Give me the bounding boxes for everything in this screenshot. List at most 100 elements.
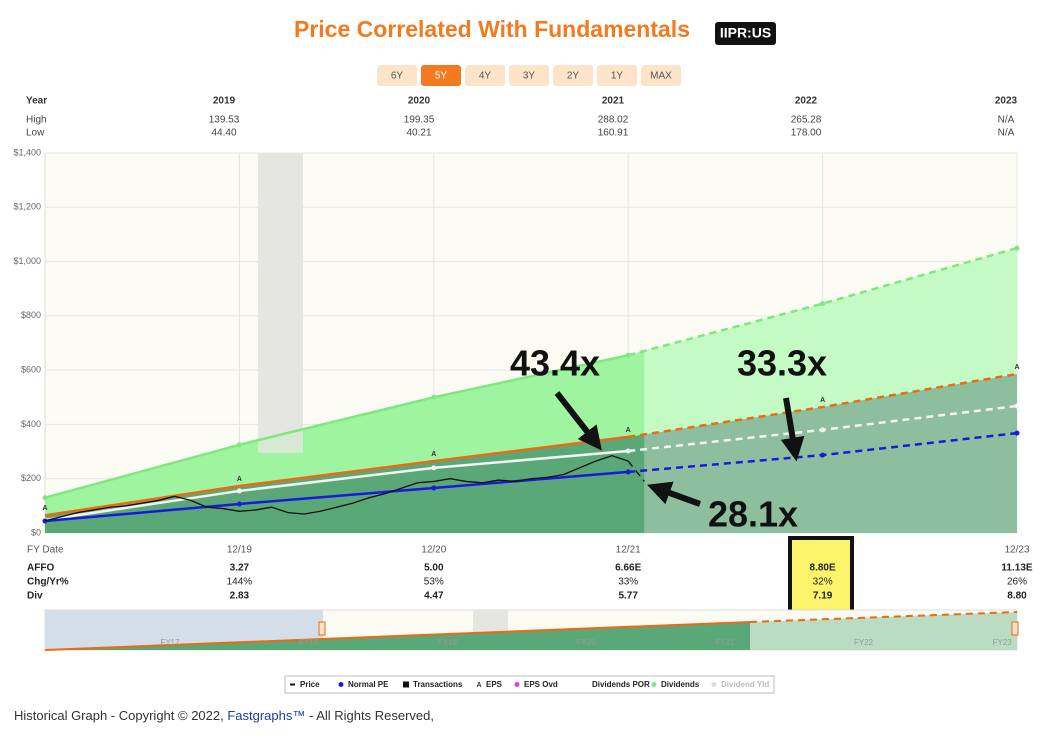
legend-symbol [711,682,717,687]
year-cell: 199.35 [404,115,435,126]
series-line [44,435,629,517]
highlight-box [788,536,854,619]
fund-cell: 32% [813,577,833,588]
series-line [44,454,629,522]
range-button[interactable]: 1Y [597,65,637,86]
footer-prefix: Historical Graph - Copyright © 2022, [14,708,227,723]
series-point [820,452,826,458]
y-tick-label: $600 [21,365,41,375]
series-point [625,352,631,358]
y-tick-label: $800 [21,310,41,320]
x-tick-label: 12/23 [1004,545,1029,556]
navigator-label: FY22 [854,638,874,647]
fund-cell: 5.00 [424,563,444,574]
x-tick-label: 12/20 [421,545,446,556]
series-point [1014,403,1020,409]
year-cell: 265.28 [791,115,822,126]
year-header: Year [26,96,47,107]
range-button-bg[interactable] [553,65,593,86]
fund-cell: 53% [424,577,444,588]
navigator-line [749,611,1018,623]
year-cell: Low [26,128,45,139]
series-point [625,469,631,475]
range-button-label[interactable]: 5Y [435,71,448,82]
range-button[interactable]: 4Y [465,65,505,86]
annotation-arrow [646,481,702,507]
navigator-area [750,612,1017,650]
range-button-bg[interactable] [377,65,417,86]
y-tick-label: $400 [21,419,41,429]
footer-suffix: - All Rights Reserved, [305,708,434,723]
fund-cell: 5.77 [618,591,638,602]
navigator-label: FY17 [160,638,180,647]
fund-cell: 144% [227,577,253,588]
y-tick-label: $1,000 [13,256,41,266]
series-point [820,301,826,307]
navigator-label: FY18 [299,638,319,647]
annotation: 43.4x [510,343,600,384]
series-point [625,448,631,454]
legend-symbol [338,682,344,687]
navigator-handle[interactable] [1011,621,1019,636]
year-cell: N/A [998,128,1015,139]
series-marker: A [431,451,436,458]
annotation: 33.3x [737,343,827,384]
range-button-bg[interactable] [509,65,549,86]
x-tick-label: 12/19 [227,545,252,556]
series-point [431,485,437,491]
fund-cell: 8.80 [1007,591,1027,602]
y-tick-label: $1,200 [13,202,41,212]
navigator-label: FY23 [993,638,1013,647]
y-tick-label: $200 [21,473,41,483]
annotation-arrow [780,397,805,462]
range-button[interactable]: MAX [641,65,681,86]
year-cell: 178.00 [791,128,822,139]
year-cell: 160.91 [598,128,629,139]
range-button-label[interactable]: 6Y [391,71,404,82]
range-button-label[interactable]: 4Y [479,71,492,82]
legend-symbol [403,681,409,688]
navigator-handle[interactable] [318,621,326,636]
recession-band [258,153,303,453]
range-button[interactable]: 6Y [377,65,417,86]
series-line [44,470,629,523]
footer-link[interactable]: Fastgraphs™ [227,708,305,723]
series-line [44,353,629,499]
series-marker: A [626,427,631,434]
range-button-bg[interactable] [465,65,505,86]
range-button-bg[interactable] [597,65,637,86]
range-button-bg[interactable] [421,65,461,86]
ticker: IIPR:US [720,25,771,41]
navigator-label: FY21 [715,638,735,647]
series-point [236,501,242,507]
range-button-label[interactable]: 2Y [567,71,580,82]
legend-symbol [514,682,520,687]
range-button[interactable]: 3Y [509,65,549,86]
y-tick-label: $1,400 [13,147,41,157]
fund-cell: 2.83 [230,591,250,602]
year-header: 2021 [602,96,625,107]
navigator-label: FY20 [577,638,597,647]
range-button-label[interactable]: 1Y [611,71,624,82]
series-point [42,518,48,524]
fund-cell: 26% [1007,577,1027,588]
legend-label: Dividends POR [592,680,650,689]
navigator-label: FY19 [438,638,458,647]
fund-cell: 8.80E [810,563,836,574]
series-point [236,442,242,448]
range-button[interactable]: 5Y [421,65,461,86]
series-marker: A [237,476,242,483]
range-button-label[interactable]: MAX [650,71,672,82]
year-header: 2023 [995,96,1018,107]
range-button-bg[interactable] [641,65,681,86]
legend-label: Normal PE [348,680,389,689]
range-button-label[interactable]: 3Y [523,71,536,82]
legend-label: EPS Ovd [524,680,558,689]
fund-row-label: AFFO [27,563,54,574]
y-tick-label: $0 [31,527,41,537]
range-button[interactable]: 2Y [553,65,593,86]
year-header: 2019 [213,96,236,107]
x-tick-label: 12/21 [616,545,641,556]
series-point [42,495,48,501]
